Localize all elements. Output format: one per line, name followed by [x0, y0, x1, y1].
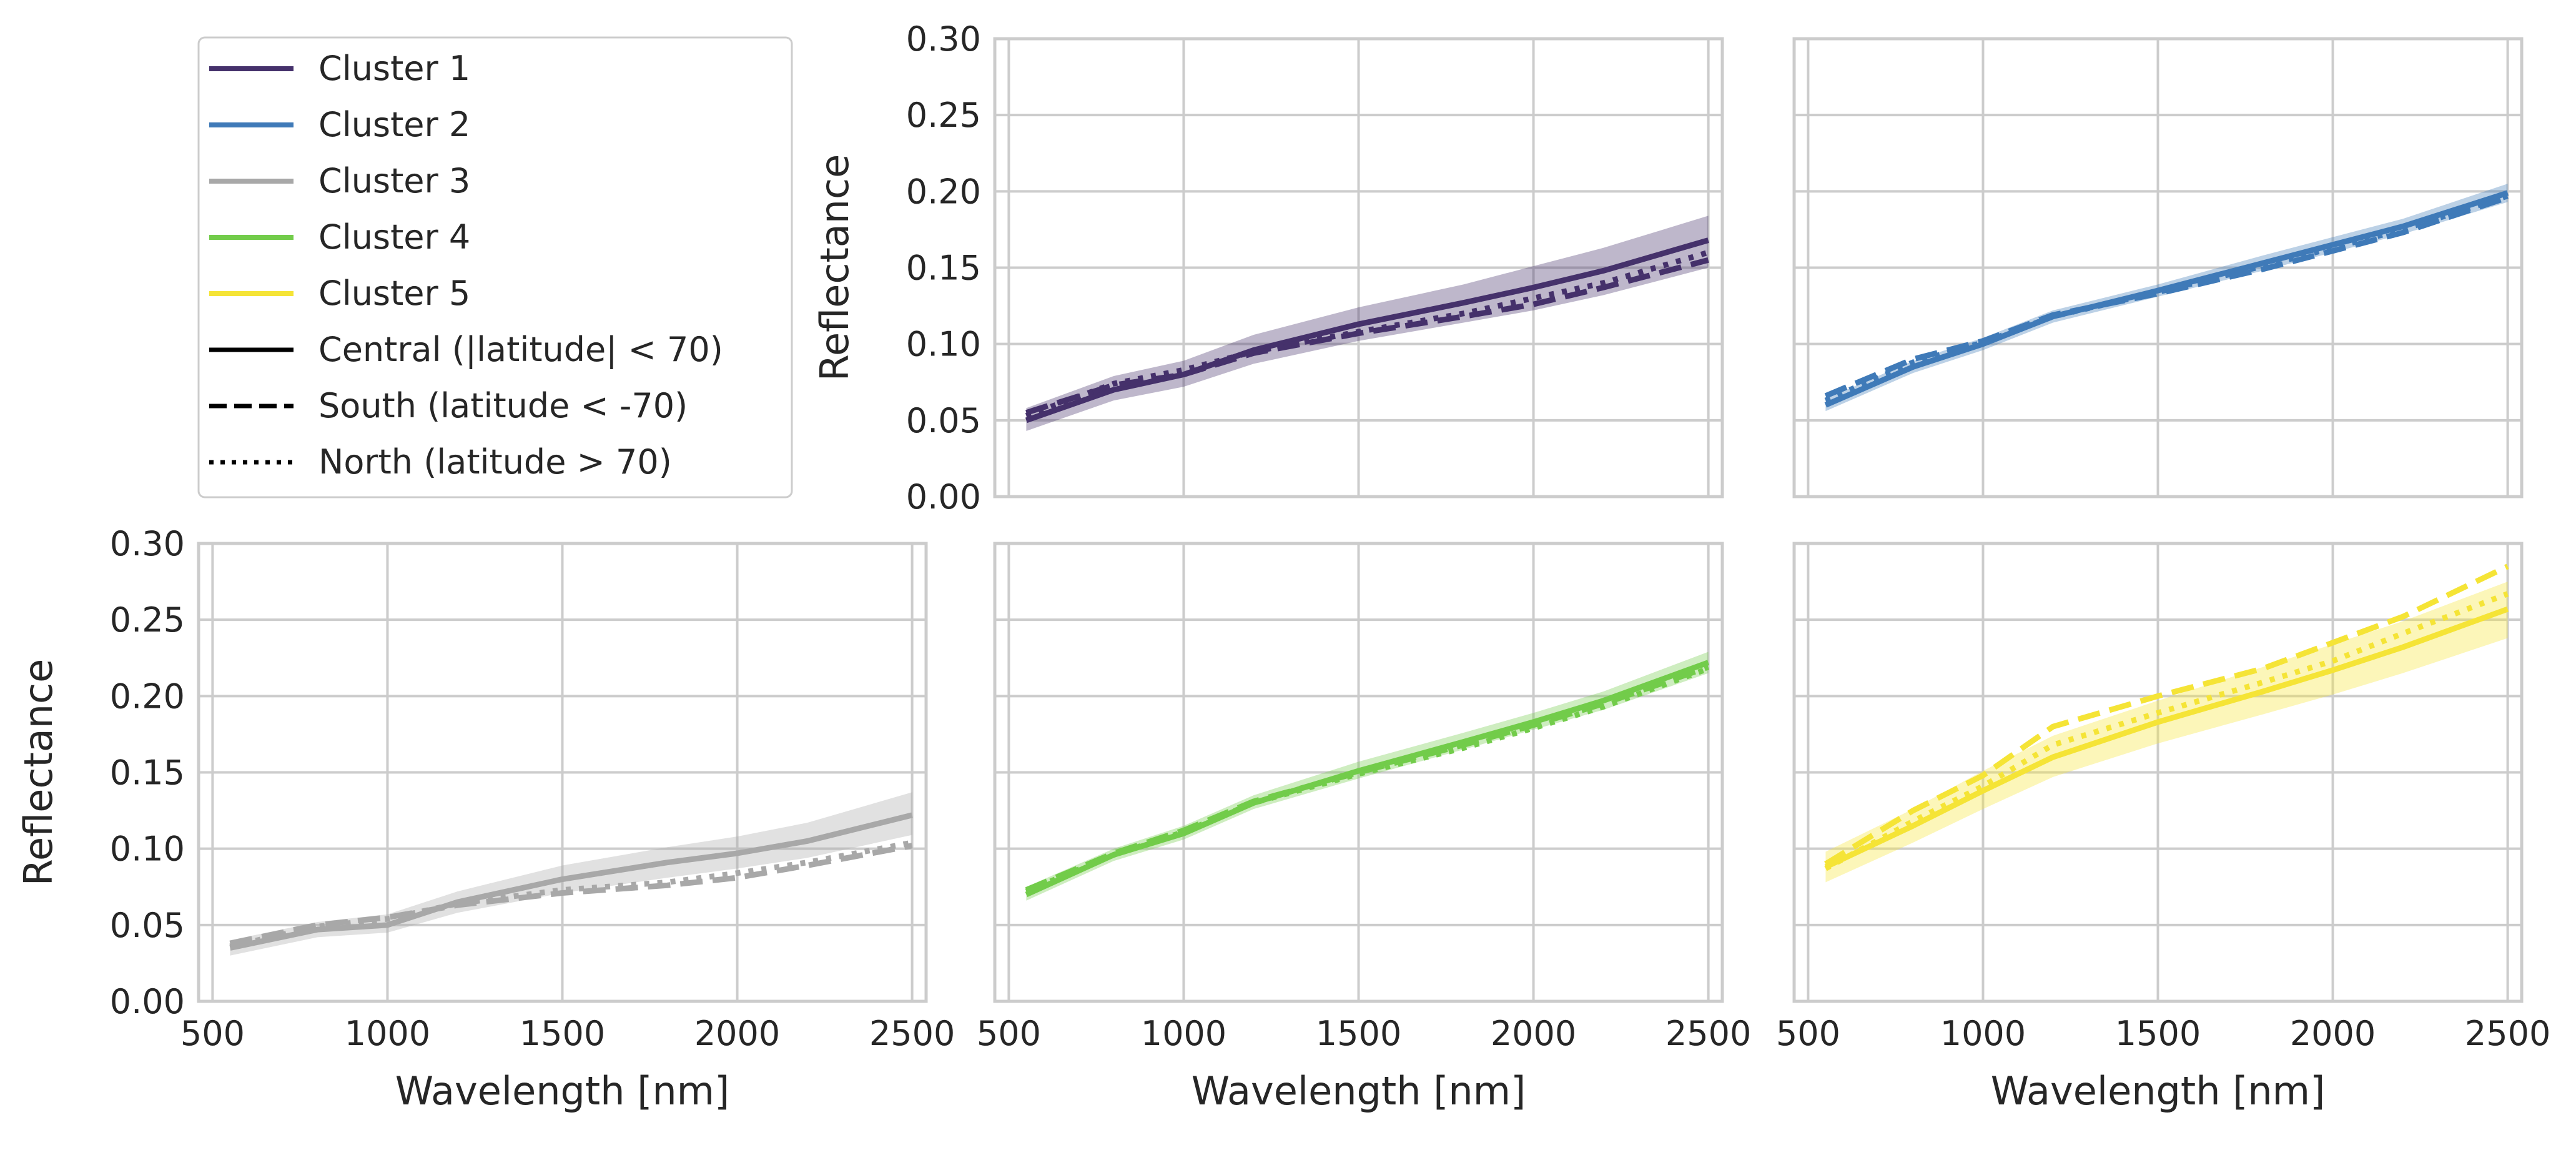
axes-frame: [197, 542, 928, 1003]
y-tick-label: 0.20: [906, 172, 981, 211]
series-line-solid: [229, 812, 913, 951]
series-line-solid: [1824, 190, 2509, 408]
x-tick-label: 1500: [2115, 1014, 2201, 1053]
y-tick-label: 0.30: [110, 524, 185, 563]
x-tick-label: 500: [1776, 1014, 1840, 1053]
y-tick-label: 0.15: [906, 249, 981, 288]
legend: Cluster 1 Cluster 2 Cluster 3 Cluster 4 …: [197, 36, 793, 498]
x-tick-label: 1000: [1940, 1014, 2026, 1053]
x-tick-label: 2500: [2465, 1014, 2550, 1053]
y-tick-label: 0.00: [110, 982, 185, 1021]
axes-frame: [993, 37, 1724, 498]
legend-label-south: South (latitude < -70): [318, 386, 688, 425]
series-line-dashed: [1824, 563, 2509, 866]
y-axis-label: Reflectance: [16, 659, 61, 886]
x-tick-label: 2000: [694, 1014, 780, 1053]
series-line-dotted: [1824, 193, 2509, 404]
legend-label-cluster-5: Cluster 5: [318, 274, 470, 313]
x-axis-label: Wavelength [nm]: [1991, 1068, 2326, 1114]
panel-cluster-2: [1792, 37, 2524, 498]
y-tick-label: 0.30: [906, 19, 981, 59]
legend-label-central: Central (|latitude| < 70): [318, 330, 723, 369]
x-tick-label: 1000: [345, 1014, 430, 1053]
panel-cluster-4: 500 1000 1500 2000 2500 Wavelength [nm]: [977, 542, 1751, 1114]
y-tick-label: 0.20: [110, 677, 185, 716]
y-tick-label: 0.10: [110, 830, 185, 869]
y-tick-label: 0.10: [906, 325, 981, 364]
axes-frame: [993, 542, 1724, 1003]
y-tick-label: 0.15: [110, 753, 185, 793]
x-tick-label: 1500: [520, 1014, 605, 1053]
legend-label-cluster-3: Cluster 3: [318, 161, 470, 201]
x-tick-label: 500: [180, 1014, 245, 1053]
legend-label-cluster-4: Cluster 4: [318, 217, 470, 257]
legend-label-north: North (latitude > 70): [318, 442, 672, 482]
y-tick-label: 0.25: [906, 96, 981, 135]
series-line-dotted: [1824, 591, 2509, 871]
legend-label-cluster-2: Cluster 2: [318, 105, 470, 144]
x-tick-label: 2000: [1491, 1014, 1576, 1053]
x-tick-label: 2500: [869, 1014, 955, 1053]
confidence-band: [1026, 652, 1709, 901]
charts-layer: 0.000.050.100.150.200.250.30Reflectance5…: [16, 19, 2550, 1114]
series-line-dashed: [229, 843, 913, 946]
confidence-band: [1825, 582, 2508, 883]
x-tick-label: 1500: [1316, 1014, 1401, 1053]
y-tick-label: 0.05: [906, 401, 981, 440]
axes-frame: [1792, 542, 2524, 1003]
legend-frame: [197, 36, 793, 498]
y-tick-label: 0.05: [110, 906, 185, 945]
panel-cluster-1: 0.00 0.05 0.10 0.15 0.20 0.25 0.30 Reflectance: [812, 19, 1724, 517]
x-axis-label: Wavelength [nm]: [1192, 1068, 1526, 1114]
x-axis-label: Wavelength [nm]: [395, 1068, 730, 1114]
legend-label-cluster-1: Cluster 1: [318, 49, 470, 88]
series-line-dotted: [1025, 666, 1710, 895]
y-tick-label: 0.25: [110, 600, 185, 640]
x-tick-label: 500: [977, 1014, 1041, 1053]
series-line-solid: [1025, 237, 1709, 424]
y-tick-label: 0.00: [906, 477, 981, 517]
series-line-solid: [1824, 606, 2509, 870]
x-tick-label: 1000: [1141, 1014, 1226, 1053]
x-tick-label: 2500: [1666, 1014, 1751, 1053]
confidence-band: [1825, 184, 2508, 412]
series-line-dotted: [1025, 249, 1709, 419]
axes-frame: [1792, 37, 2524, 498]
panel-cluster-3: 500 1000 1500 2000 2500 0.00 0.05 0.10 0.15 0.20 0…: [16, 524, 955, 1114]
y-axis-label: Reflectance: [812, 154, 857, 382]
panel-cluster-5: 500 1000 1500 2000 2500 Wavelength [nm]: [1776, 542, 2550, 1114]
x-tick-label: 2000: [2290, 1014, 2376, 1053]
